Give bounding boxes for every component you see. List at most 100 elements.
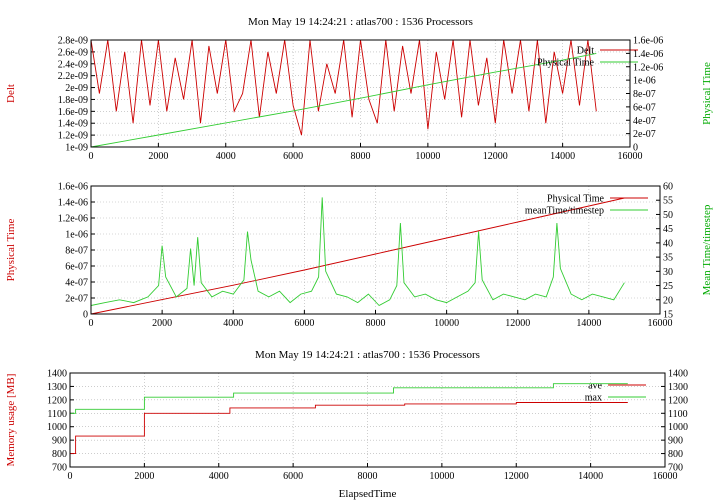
y-right-tick-label: 8e-07 <box>633 89 656 100</box>
x-tick-label: 10000 <box>434 318 459 329</box>
x-tick-label: 2000 <box>152 318 172 329</box>
y-left-tick-label: 2e-07 <box>65 294 88 305</box>
y-left-tick-label: 1100 <box>47 409 67 420</box>
y-right-tick-label: 55 <box>663 196 673 207</box>
x-tick-label: 4000 <box>216 151 236 162</box>
x-tick-label: 0 <box>89 151 94 162</box>
y-right-tick-label: 1.4e-06 <box>633 49 663 60</box>
y-left-axis-label: Physical Time <box>5 219 17 282</box>
x-tick-label: 4000 <box>209 471 229 482</box>
y-right-tick-label: 30 <box>663 267 673 278</box>
series-line-max <box>70 383 628 414</box>
plot-frame <box>69 372 666 468</box>
y-left-tick-label: 2.8e-09 <box>58 36 88 47</box>
x-tick-label: 16000 <box>618 151 643 162</box>
y-left-tick-label: 1e-09 <box>65 143 88 154</box>
y-left-tick-label: 1.2e-06 <box>58 214 88 225</box>
y-left-tick-label: 1.6e-06 <box>58 182 88 193</box>
y-right-tick-label: 0 <box>633 143 638 154</box>
series-line-physical-time <box>90 197 625 315</box>
x-tick-label: 14000 <box>576 318 601 329</box>
y-right-axis-label: Mean Time/timestep <box>701 204 713 295</box>
x-tick-label: 12000 <box>504 471 529 482</box>
y-left-tick-label: 1300 <box>47 382 67 393</box>
legend-label: ave <box>588 381 602 392</box>
legend-label: Physical Time <box>537 58 595 69</box>
y-right-tick-label: 1300 <box>668 382 688 393</box>
y-left-tick-label: 6e-07 <box>65 262 88 273</box>
y-left-axis-label: Memory usage [MB] <box>5 374 17 467</box>
legend-label: Delt <box>577 46 594 57</box>
y-right-tick-label: 40 <box>663 238 673 249</box>
y-right-tick-label: 800 <box>668 449 683 460</box>
x-tick-label: 4000 <box>223 318 243 329</box>
y-right-tick-label: 6e-07 <box>633 102 656 113</box>
y-left-tick-label: 8e-07 <box>65 246 88 257</box>
y-right-tick-label: 25 <box>663 281 673 292</box>
y-right-tick-label: 1000 <box>668 422 688 433</box>
y-left-tick-label: 900 <box>52 436 67 447</box>
y-left-tick-label: 2e-09 <box>65 83 88 94</box>
y-left-tick-label: 1000 <box>47 422 67 433</box>
y-right-tick-label: 1200 <box>668 395 688 406</box>
legend-label: Physical Time <box>547 194 605 205</box>
y-left-tick-label: 2.6e-09 <box>58 47 88 58</box>
chart-title-3: Mon May 19 14:24:21 : atlas700 : 1536 Pr… <box>255 349 480 361</box>
x-tick-label: 14000 <box>550 151 575 162</box>
y-right-tick-label: 1.2e-06 <box>633 62 663 73</box>
y-left-tick-label: 1200 <box>47 395 67 406</box>
x-tick-label: 6000 <box>294 318 314 329</box>
chart-title-1: Mon May 19 14:24:21 : atlas700 : 1536 Pr… <box>248 16 473 28</box>
x-tick-label: 12000 <box>505 318 530 329</box>
y-right-tick-label: 1400 <box>668 369 688 380</box>
x-tick-label: 8000 <box>366 318 386 329</box>
y-left-tick-label: 1.4e-09 <box>58 119 88 130</box>
x-axis-label: ElapsedTime <box>339 488 397 500</box>
x-tick-label: 8000 <box>358 471 378 482</box>
y-right-tick-label: 35 <box>663 253 673 264</box>
y-right-tick-label: 15 <box>663 310 673 321</box>
y-left-tick-label: 1400 <box>47 369 67 380</box>
y-left-tick-label: 4e-07 <box>65 278 88 289</box>
y-right-tick-label: 50 <box>663 210 673 221</box>
y-right-axis-label: Physical Time <box>701 62 713 125</box>
y-right-tick-label: 900 <box>668 436 683 447</box>
x-tick-label: 2000 <box>148 151 168 162</box>
y-right-tick-label: 2e-07 <box>633 129 656 140</box>
y-left-tick-label: 1e-06 <box>65 230 88 241</box>
y-left-tick-label: 1.8e-09 <box>58 95 88 106</box>
plot-frame <box>90 39 631 148</box>
y-right-tick-label: 20 <box>663 295 673 306</box>
x-tick-label: 12000 <box>483 151 508 162</box>
series-line-physical-time <box>90 52 597 148</box>
x-tick-label: 8000 <box>351 151 371 162</box>
x-tick-label: 14000 <box>578 471 603 482</box>
y-right-tick-label: 700 <box>668 463 683 474</box>
y-left-tick-label: 1.4e-06 <box>58 198 88 209</box>
y-right-tick-label: 1e-06 <box>633 76 656 87</box>
x-tick-label: 6000 <box>283 471 303 482</box>
y-left-tick-label: 0 <box>83 310 88 321</box>
x-tick-label: 16000 <box>653 471 678 482</box>
x-tick-label: 10000 <box>429 471 454 482</box>
series-line-ave <box>70 402 628 455</box>
y-right-tick-label: 45 <box>663 224 673 235</box>
y-left-tick-label: 2.2e-09 <box>58 71 88 82</box>
y-left-tick-label: 1.6e-09 <box>58 107 88 118</box>
y-left-tick-label: 2.4e-09 <box>58 59 88 70</box>
y-left-tick-label: 1.2e-09 <box>58 131 88 142</box>
legend-label: max <box>585 393 602 404</box>
y-right-tick-label: 1100 <box>668 409 688 420</box>
x-tick-label: 16000 <box>648 318 673 329</box>
legend-label: meanTime/timestep <box>525 206 604 217</box>
y-left-axis-label: Delt <box>5 84 17 103</box>
x-tick-label: 0 <box>68 471 73 482</box>
y-left-tick-label: 700 <box>52 463 67 474</box>
y-right-tick-label: 4e-07 <box>633 116 656 127</box>
x-tick-label: 0 <box>89 318 94 329</box>
x-tick-label: 2000 <box>134 471 154 482</box>
x-tick-label: 6000 <box>283 151 303 162</box>
plot-frame <box>90 185 661 315</box>
x-tick-label: 10000 <box>415 151 440 162</box>
